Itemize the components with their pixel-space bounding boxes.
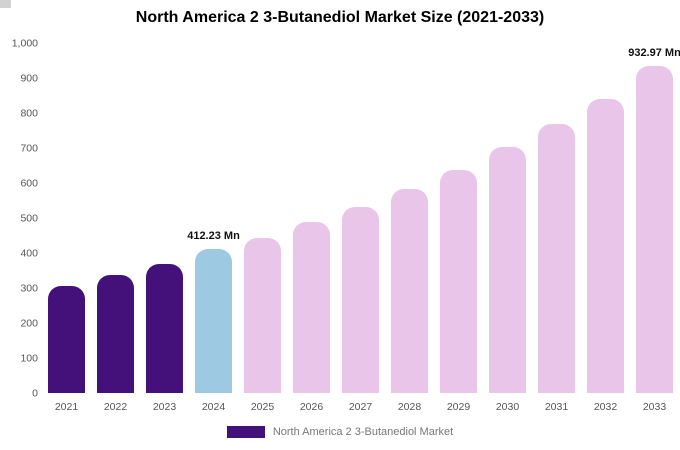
bar-column-2021: 2021 <box>48 43 85 413</box>
x-tick-label-2022: 2022 <box>103 401 128 413</box>
bar-2023 <box>146 263 183 393</box>
x-tick-label-2031: 2031 <box>544 401 569 413</box>
x-tick-label-2028: 2028 <box>397 401 422 413</box>
x-tick-label-2024: 2024 <box>201 401 226 413</box>
x-tick-label-2029: 2029 <box>446 401 471 413</box>
y-tick-label: 300 <box>20 281 38 294</box>
x-tick-label-2025: 2025 <box>250 401 275 413</box>
bar-column-2024: 412.23 Mn 2024 <box>187 43 240 413</box>
x-tick-label-2030: 2030 <box>495 401 520 413</box>
x-tick-label-2027: 2027 <box>348 401 373 413</box>
bar-column-2022: 2022 <box>97 43 134 413</box>
bar-column-2023: 2023 <box>146 43 183 413</box>
y-tick-label: 200 <box>20 316 38 329</box>
bar-2027 <box>342 207 379 393</box>
bar-2033 <box>636 66 673 393</box>
legend-label: North America 2 3-Butanediol Market <box>272 426 454 438</box>
y-tick-label: 700 <box>20 141 38 154</box>
bar-2030 <box>489 146 526 393</box>
y-axis: 0 100 200 300 400 500 600 700 800 900 1,000 <box>0 38 40 398</box>
bar-2022 <box>97 275 134 393</box>
y-tick-label: 600 <box>20 176 38 189</box>
y-tick-label: 900 <box>20 71 38 84</box>
bar-2028 <box>391 188 428 393</box>
bar-column-2025: 2025 <box>244 43 281 413</box>
bar-column-2027: 2027 <box>342 43 379 413</box>
bar-column-2031: 2031 <box>538 43 575 413</box>
y-tick-label: 1,000 <box>11 36 38 49</box>
legend: North America 2 3-Butanediol Market <box>0 426 680 438</box>
bar-value-label-2024: 412.23 Mn <box>187 229 240 242</box>
y-tick-label: 0 <box>32 386 38 399</box>
bar-value-label-2033: 932.97 Mn <box>628 47 680 60</box>
x-tick-label-2023: 2023 <box>152 401 177 413</box>
y-tick-label: 500 <box>20 211 38 224</box>
bar-2021 <box>48 285 85 393</box>
x-tick-label-2033: 2033 <box>642 401 667 413</box>
y-tick-label: 100 <box>20 351 38 364</box>
x-tick-label-2032: 2032 <box>593 401 618 413</box>
chart-title: North America 2 3-Butanediol Market Size… <box>135 9 545 26</box>
bar-2031 <box>538 123 575 393</box>
bar-2026 <box>293 221 330 393</box>
plot-area: 2021 2022 2023 412.23 Mn 2024 2025 2026 2027 202… <box>48 43 680 413</box>
x-tick-label-2026: 2026 <box>299 401 324 413</box>
bar-column-2033: 932.97 Mn 2033 <box>628 43 680 413</box>
bar-column-2030: 2030 <box>489 43 526 413</box>
bar-2029 <box>440 170 477 393</box>
legend-swatch <box>226 426 265 438</box>
bar-2024 <box>195 248 232 393</box>
corner-artifact <box>0 0 11 8</box>
y-tick-label: 800 <box>20 106 38 119</box>
bar-column-2032: 2032 <box>587 43 624 413</box>
bar-column-2026: 2026 <box>293 43 330 413</box>
x-tick-label-2021: 2021 <box>54 401 79 413</box>
bar-column-2028: 2028 <box>391 43 428 413</box>
y-tick-label: 400 <box>20 246 38 259</box>
bar-2025 <box>244 237 281 393</box>
bar-2032 <box>587 98 624 393</box>
bar-column-2029: 2029 <box>440 43 477 413</box>
